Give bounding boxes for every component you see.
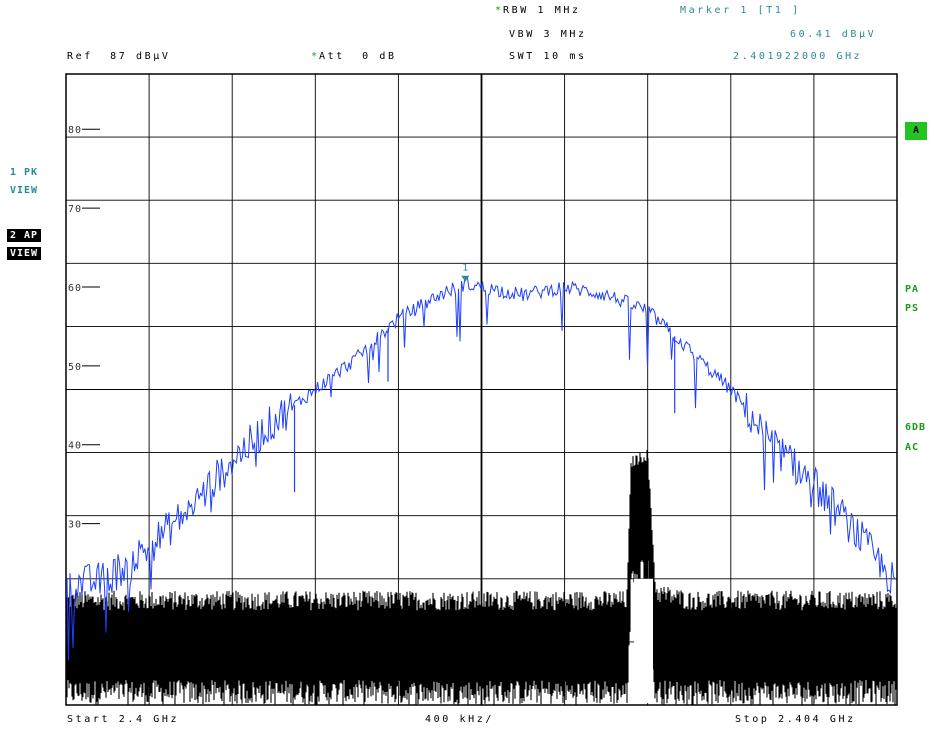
stop-frequency: Stop 2.404 GHz <box>735 714 856 725</box>
trace-2-burst-gap <box>634 578 654 703</box>
y-tick-label: 70 <box>68 204 82 215</box>
rbw-coupled-indicator: * <box>495 5 504 16</box>
attenuation-readout: Att 0 dB <box>319 51 397 62</box>
trace-2-ap-noise-floor <box>66 450 897 705</box>
vbw-readout: VBW 3 MHz <box>509 29 587 40</box>
y-tick-label: 80 <box>68 125 82 136</box>
trace-1-mode: 1 PK <box>10 167 39 178</box>
y-tick-label: 60 <box>68 283 82 294</box>
trace-1-pk-line <box>66 277 897 661</box>
trace-1-view: VIEW <box>10 185 39 196</box>
sweep-time-readout: SWT 10 ms <box>509 51 587 62</box>
att-coupled-indicator: * <box>311 51 320 62</box>
pa-indicator: PA <box>905 284 920 295</box>
y-tick-label: 40 <box>68 441 82 452</box>
trace-1-pk-path <box>66 277 897 661</box>
marker-title: Marker 1 [T1 ] <box>680 5 801 16</box>
marker-level: 60.41 dBµV <box>790 29 877 40</box>
marker-1-triangle <box>461 275 470 282</box>
ps-indicator: PS <box>905 303 920 314</box>
marker-1-label: 1 <box>462 263 468 274</box>
trace-a-badge: A <box>905 122 927 140</box>
y-axis-tick-labels: 30 40 50 60 70 80 <box>68 125 100 531</box>
marker-1: 1 <box>461 263 470 282</box>
marker-frequency: 2.401922000 GHz <box>733 51 863 62</box>
trace-2-mode-tag: 2 AP <box>7 229 42 242</box>
rbw-readout: RBW 1 MHz <box>503 5 581 16</box>
y-tick-label: 30 <box>68 520 82 531</box>
trace-2-ap-path <box>66 450 897 705</box>
6db-indicator: 6DB <box>905 422 927 433</box>
start-frequency: Start 2.4 GHz <box>67 714 180 725</box>
trace-2-view-tag: VIEW <box>7 247 42 260</box>
ac-indicator: AC <box>905 442 920 453</box>
ref-level-readout: Ref 87 dBµV <box>67 51 171 62</box>
span-per-division: 400 kHz/ <box>425 714 494 725</box>
y-tick-label: 50 <box>68 362 82 373</box>
